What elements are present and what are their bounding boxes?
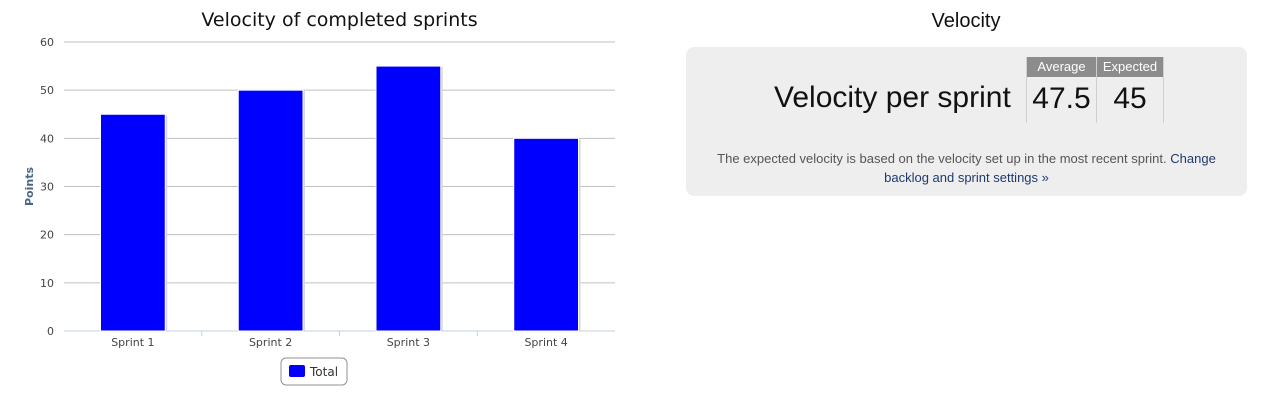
y-tick-label: 60 (40, 36, 54, 49)
velocity-note: The expected velocity is based on the ve… (706, 149, 1227, 187)
y-tick-label: 30 (40, 181, 54, 194)
bar-sprint-1 (100, 113, 166, 332)
x-tick-label: Sprint 3 (387, 336, 430, 349)
legend-box (280, 357, 348, 386)
bar-sprint-2 (237, 89, 304, 332)
y-tick-label: 10 (40, 277, 54, 290)
y-tick-label: 50 (40, 84, 54, 97)
y-axis-label: Points (23, 167, 36, 206)
expected-value: 45 (1113, 82, 1147, 115)
velocity-per-sprint-label: Velocity per sprint (774, 81, 1011, 114)
x-tick-label: Sprint 4 (524, 336, 567, 349)
expected-header: Expected (1097, 57, 1163, 77)
velocity-note-text: The expected velocity is based on the ve… (717, 151, 1167, 166)
average-stat: Average 47.5 (1026, 57, 1096, 123)
bar-sprint-3 (375, 65, 442, 332)
chart-canvas: Velocity of completed sprints Points 0 10 20… (23, 9, 615, 386)
y-tick-label: 40 (40, 132, 54, 145)
bar-sprint-4 (513, 137, 579, 332)
change-settings-link[interactable]: Change backlog and sprint settings » (884, 151, 1216, 185)
velocity-panel: Velocity per sprint Average 47.5 Expecte… (686, 47, 1247, 196)
velocity-title: Velocity (931, 10, 1001, 32)
average-value: 47.5 (1032, 82, 1091, 115)
legend-label: Total (309, 365, 338, 379)
expected-stat: Expected 45 (1096, 57, 1164, 123)
chart-title: Velocity of completed sprints (201, 9, 477, 31)
y-tick-label: 0 (47, 325, 54, 338)
average-header: Average (1027, 57, 1096, 77)
legend-swatch (289, 365, 305, 377)
x-tick-label: Sprint 1 (111, 336, 154, 349)
velocity-chart: Velocity of completed sprints Points 0 10 20… (0, 0, 640, 408)
x-tick-label: Sprint 2 (249, 336, 292, 349)
y-tick-label: 20 (40, 229, 54, 242)
